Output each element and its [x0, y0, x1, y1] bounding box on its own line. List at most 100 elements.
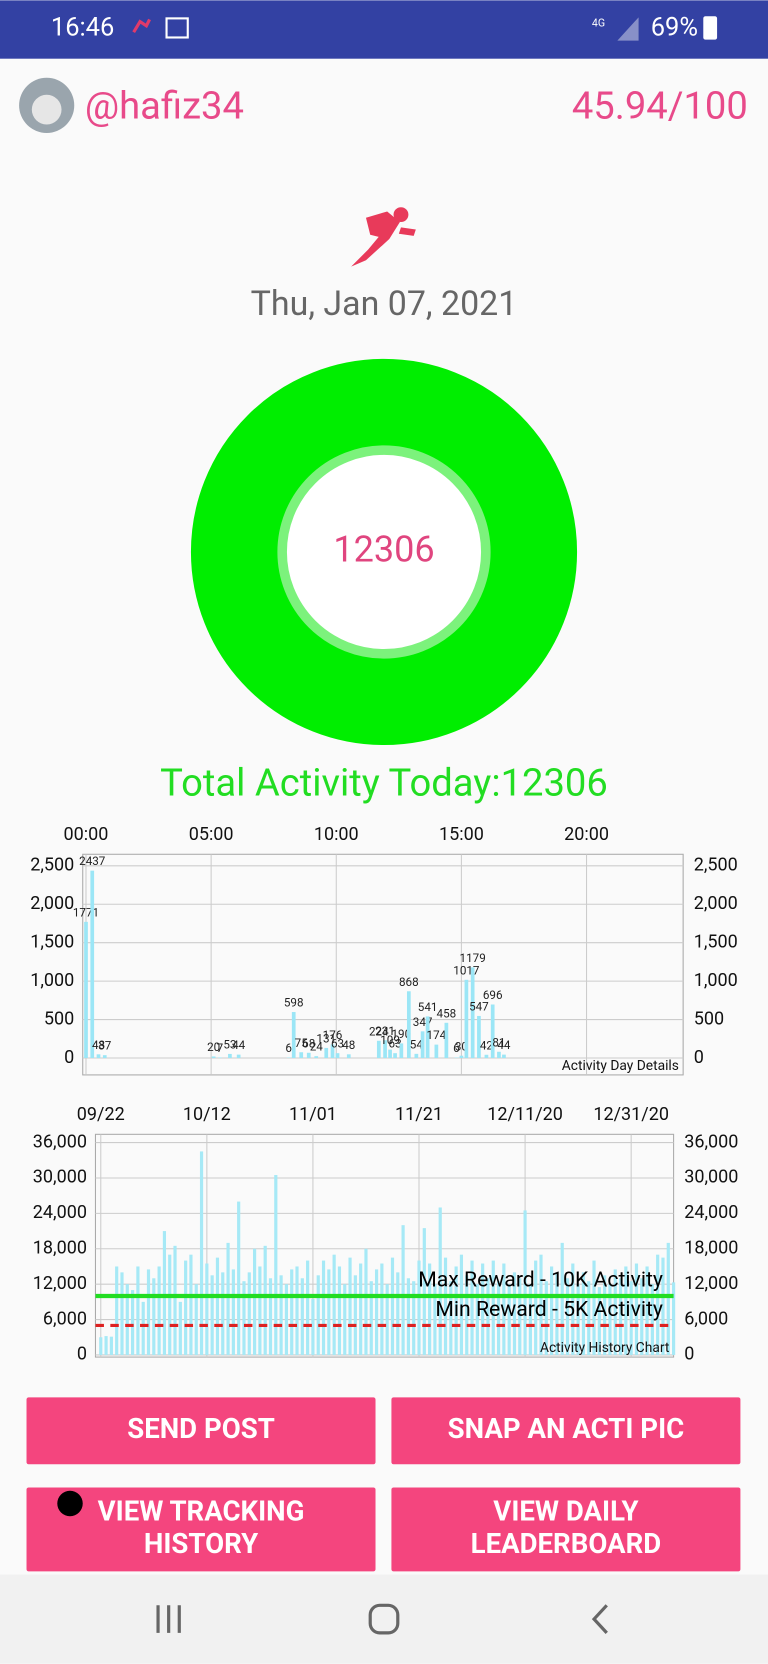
bar [661, 1257, 665, 1355]
date: Thu, Jan 07, 2021 [251, 285, 518, 324]
bar [194, 1284, 198, 1355]
y2-tick-label: 2,000 [694, 893, 738, 914]
bar [388, 1049, 392, 1059]
data-label: 109 [380, 1033, 400, 1047]
bar [364, 1248, 368, 1355]
charts: 0 500 1,000 1,500 2,000 2,500 0 500 1,000 1,500 2,… [30, 824, 738, 1365]
data-label: 231 [375, 1024, 395, 1038]
data-label: 44 [497, 1038, 511, 1052]
bar [560, 1242, 564, 1355]
button-label: HISTORY [144, 1527, 259, 1560]
bar [454, 1266, 458, 1355]
bar [417, 1260, 421, 1355]
y-tick-label: 0 [64, 1047, 74, 1068]
bar [406, 1278, 410, 1355]
bar [465, 1275, 469, 1355]
bar [295, 1266, 299, 1355]
bar [393, 1053, 397, 1059]
bar [104, 1336, 108, 1355]
button[interactable] [391, 1487, 741, 1572]
y2-tick-label: 0 [684, 1344, 694, 1365]
x-tick-label: 15:00 [439, 824, 484, 845]
nav-back[interactable] [591, 1604, 608, 1634]
bar [434, 1044, 439, 1059]
bar [401, 1225, 405, 1355]
activity-ring [190, 358, 578, 746]
bar [306, 1260, 310, 1355]
bar [486, 1278, 490, 1355]
data-label: 20 [207, 1040, 220, 1054]
bar [534, 1260, 538, 1355]
bar [211, 1056, 216, 1059]
data-label: 868 [399, 975, 419, 989]
bar [502, 1054, 506, 1059]
nav-home[interactable] [368, 1603, 400, 1635]
bar [242, 1281, 246, 1355]
button-label: LEADERBOARD [471, 1527, 662, 1560]
plot-area [94, 1133, 675, 1358]
reference-label: Min Reward - 5K Activity [435, 1297, 663, 1322]
button[interactable] [26, 1487, 376, 1572]
bar [477, 1015, 481, 1059]
y-tick-label: 30,000 [33, 1167, 87, 1188]
bar [231, 1269, 235, 1355]
bar [414, 1053, 419, 1059]
bar [629, 1281, 633, 1355]
data-label: 63 [331, 1037, 344, 1051]
bar [90, 870, 95, 1059]
bar [236, 1054, 241, 1059]
bar [199, 1151, 204, 1355]
bar [359, 1263, 363, 1355]
bar [481, 1263, 485, 1355]
username[interactable]: @hafiz34 [85, 85, 244, 129]
x-tick-label: 12/31/20 [593, 1104, 669, 1125]
bar [597, 1287, 601, 1355]
button[interactable] [391, 1397, 741, 1465]
bar [348, 1257, 352, 1355]
bar [420, 1031, 425, 1059]
data-label: 6 [285, 1041, 292, 1055]
button[interactable] [26, 1397, 376, 1465]
y2-tick-label: 30,000 [684, 1167, 738, 1188]
bar [385, 1284, 389, 1355]
data-label: 131 [316, 1032, 336, 1046]
bar [314, 1056, 319, 1059]
data-label: 696 [483, 988, 503, 1002]
bar [544, 1281, 548, 1355]
data-label: 68 [302, 1036, 315, 1050]
button-label: VIEW TRACKING [98, 1494, 305, 1527]
y2-tick-label: 1,500 [694, 931, 738, 952]
data-label: 6 [453, 1041, 460, 1055]
bar [263, 1245, 267, 1355]
status-bar [0, 0, 768, 59]
button-label: SNAP AN ACTI PIC [448, 1412, 685, 1445]
chart-caption: Activity History Chart [540, 1340, 670, 1356]
bar [327, 1269, 331, 1355]
bar [306, 1052, 311, 1059]
data-label: 174 [427, 1028, 447, 1042]
bar [210, 1275, 214, 1355]
button-label: VIEW DAILY [493, 1494, 639, 1527]
bar [571, 1263, 575, 1355]
y-tick-label: 24,000 [33, 1202, 87, 1223]
nav-recent[interactable] [156, 1605, 181, 1633]
bar [490, 1004, 495, 1059]
bar [425, 1016, 430, 1059]
y-tick-label: 2,000 [30, 893, 74, 914]
bar [99, 1337, 103, 1355]
data-label: 24 [310, 1040, 324, 1054]
bar [136, 1266, 140, 1355]
bar [343, 1284, 347, 1355]
status-image-icon [165, 17, 189, 39]
x-tick-label: 00:00 [64, 824, 109, 845]
y2-tick-label: 36,000 [684, 1131, 738, 1152]
y2-tick-label: 500 [694, 1008, 724, 1029]
data-label: 48 [92, 1038, 105, 1052]
data-label: 75 [295, 1036, 309, 1050]
bar [205, 1263, 209, 1355]
bar [335, 1053, 340, 1059]
bar [608, 1284, 612, 1355]
bar [496, 1281, 501, 1355]
bar [433, 1284, 437, 1355]
